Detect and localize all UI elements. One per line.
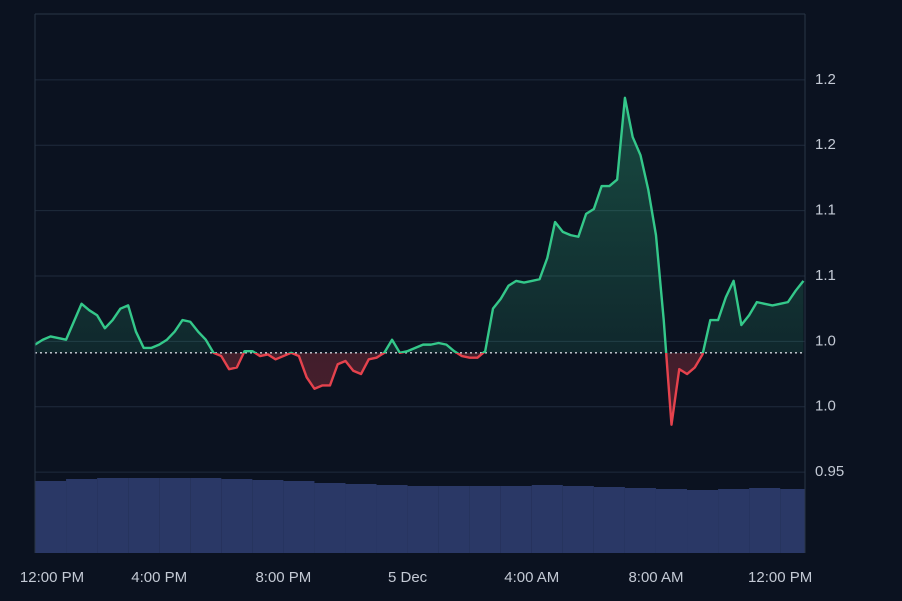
volume-bar [66, 479, 98, 553]
volume-bar [345, 484, 377, 553]
volume [35, 478, 805, 553]
volume-bar [469, 486, 501, 553]
volume-bar [35, 481, 67, 553]
volume-bar [438, 486, 470, 553]
volume-bar [190, 478, 222, 553]
y-tick-label: 1.0 [815, 332, 836, 349]
price-area [35, 97, 804, 425]
y-tick-label: 1.1 [815, 202, 836, 219]
y-tick-label: 0.95 [815, 463, 844, 480]
volume-bar [562, 486, 594, 553]
line-layer [34, 96, 805, 426]
volume-bar [749, 488, 781, 553]
x-tick-label: 12:00 PM [748, 569, 812, 586]
volume-bar [407, 486, 439, 553]
y-tick-label: 1.2 [815, 71, 836, 88]
volume-bar [159, 478, 191, 553]
volume-bar [593, 487, 625, 553]
volume-bar [624, 488, 656, 553]
volume-bar [283, 481, 315, 553]
grid [35, 79, 805, 473]
volume-bar [128, 478, 160, 553]
x-tick-label: 8:00 AM [628, 569, 683, 586]
volume-bar [687, 490, 719, 553]
labels: 0.95 1.0 1.0 1.1 1.1 1.2 1.2 12:00 PM 4:00 PM 8:0… [20, 71, 844, 586]
x-tick-label: 5 Dec [388, 569, 428, 586]
volume-bar [314, 483, 346, 553]
volume-bar [718, 489, 750, 553]
price-line [34, 96, 805, 426]
y-tick-label: 1.1 [815, 267, 836, 284]
volume-bar [252, 480, 284, 553]
area-layer [35, 97, 804, 425]
x-tick-label: 12:00 PM [20, 569, 84, 586]
volume-bar [780, 489, 805, 553]
x-tick-label: 8:00 PM [255, 569, 311, 586]
y-tick-label: 1.0 [815, 398, 836, 415]
volume-bar [221, 479, 253, 553]
volume-bar [376, 485, 408, 553]
volume-bar [531, 485, 563, 553]
y-tick-label: 1.2 [815, 136, 836, 153]
volume-bar [500, 486, 532, 553]
volume-bar [655, 489, 688, 553]
volume-bar [97, 478, 129, 553]
x-tick-label: 4:00 AM [504, 569, 559, 586]
x-tick-label: 4:00 PM [131, 569, 187, 586]
